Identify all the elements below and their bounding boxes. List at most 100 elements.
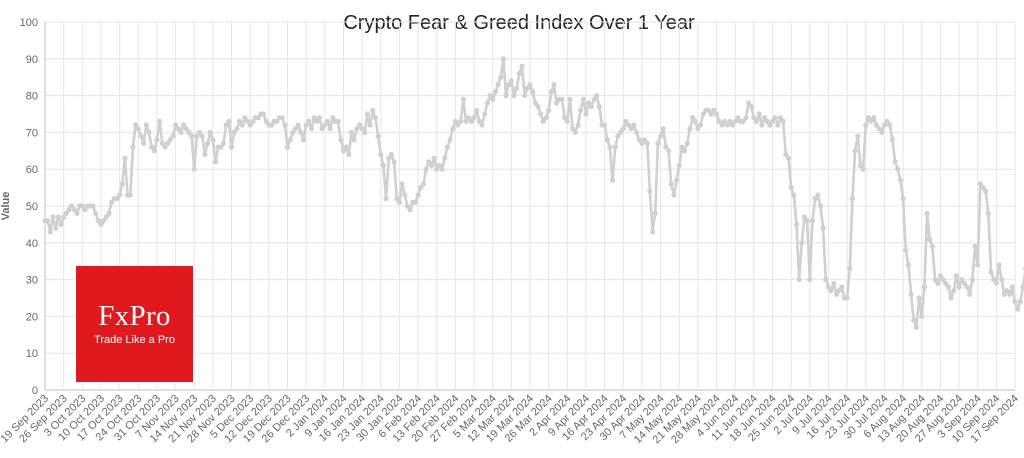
data-point: [402, 192, 408, 198]
data-point: [418, 185, 424, 191]
data-point: [767, 122, 773, 128]
data-point: [940, 277, 946, 283]
data-point: [604, 137, 610, 143]
data-point: [141, 140, 147, 146]
data-point: [799, 240, 805, 246]
data-point: [431, 155, 437, 161]
data-point: [1020, 284, 1024, 290]
data-point: [596, 104, 602, 110]
y-axis-label: Value: [0, 192, 12, 221]
data-point: [911, 317, 917, 323]
data-point: [682, 148, 688, 154]
data-point: [977, 181, 984, 187]
data-point: [290, 129, 296, 135]
data-point: [884, 118, 890, 124]
data-point: [735, 115, 741, 121]
data-point: [959, 277, 965, 283]
data-point: [460, 96, 466, 102]
data-point: [999, 277, 1005, 283]
data-point: [498, 74, 504, 80]
data-point: [671, 192, 677, 198]
data-point: [522, 93, 528, 99]
data-point: [157, 118, 163, 124]
data-point: [610, 177, 616, 183]
data-point: [170, 133, 176, 139]
data-point: [242, 115, 248, 121]
data-point: [785, 155, 792, 161]
data-point: [450, 126, 456, 132]
data-point: [106, 210, 112, 216]
data-point: [967, 291, 973, 297]
y-tick-label: 60: [26, 164, 38, 176]
data-point: [247, 122, 253, 128]
data-point: [439, 166, 445, 172]
data-point: [183, 126, 189, 132]
data-point: [103, 214, 109, 220]
data-point: [719, 122, 725, 128]
data-point: [642, 137, 648, 143]
data-point: [348, 129, 355, 135]
data-point: [572, 129, 578, 135]
data-point: [927, 236, 933, 242]
data-point: [919, 313, 925, 319]
data-point: [594, 93, 600, 99]
data-point: [186, 129, 192, 135]
data-point: [322, 122, 328, 128]
data-point: [149, 144, 155, 150]
data-point: [631, 122, 637, 128]
data-point: [695, 126, 701, 132]
data-point: [956, 284, 962, 290]
data-point: [308, 126, 315, 132]
data-point: [207, 129, 213, 135]
data-point: [991, 277, 997, 283]
data-point: [788, 185, 794, 191]
data-point: [167, 137, 173, 143]
data-point: [330, 115, 336, 121]
data-point: [484, 100, 490, 106]
data-point: [623, 118, 629, 124]
data-point: [71, 207, 77, 213]
data-point: [66, 207, 72, 213]
data-point: [442, 155, 448, 161]
data-point: [658, 133, 664, 139]
y-tick-label: 90: [26, 54, 38, 66]
data-point: [697, 122, 704, 128]
data-point: [580, 96, 586, 102]
data-point: [916, 295, 922, 301]
data-point: [780, 118, 786, 124]
data-point: [335, 118, 341, 124]
data-point: [639, 140, 645, 146]
data-point: [399, 181, 405, 187]
data-point: [985, 210, 992, 216]
data-point: [836, 288, 842, 294]
data-point: [378, 151, 384, 158]
y-tick-label: 20: [26, 311, 38, 323]
data-point: [751, 115, 757, 121]
data-point: [929, 243, 936, 250]
data-point: [692, 118, 698, 124]
data-point: [114, 196, 120, 202]
data-point: [314, 118, 320, 124]
data-point: [298, 129, 304, 135]
data-point: [311, 115, 317, 121]
data-point: [895, 166, 901, 172]
data-point: [636, 137, 642, 143]
data-point: [591, 96, 597, 102]
data-point: [1007, 291, 1013, 297]
y-tick-label: 0: [32, 385, 38, 397]
data-point: [490, 96, 496, 102]
data-point: [732, 118, 738, 124]
data-point: [559, 96, 565, 102]
data-point: [764, 118, 770, 124]
data-point: [189, 133, 195, 139]
data-point: [961, 280, 968, 286]
data-point: [1004, 288, 1010, 294]
data-point: [444, 144, 450, 150]
data-point: [388, 151, 394, 158]
data-point: [903, 247, 909, 253]
data-point: [860, 166, 866, 172]
data-point: [724, 122, 730, 128]
data-point: [260, 111, 267, 117]
